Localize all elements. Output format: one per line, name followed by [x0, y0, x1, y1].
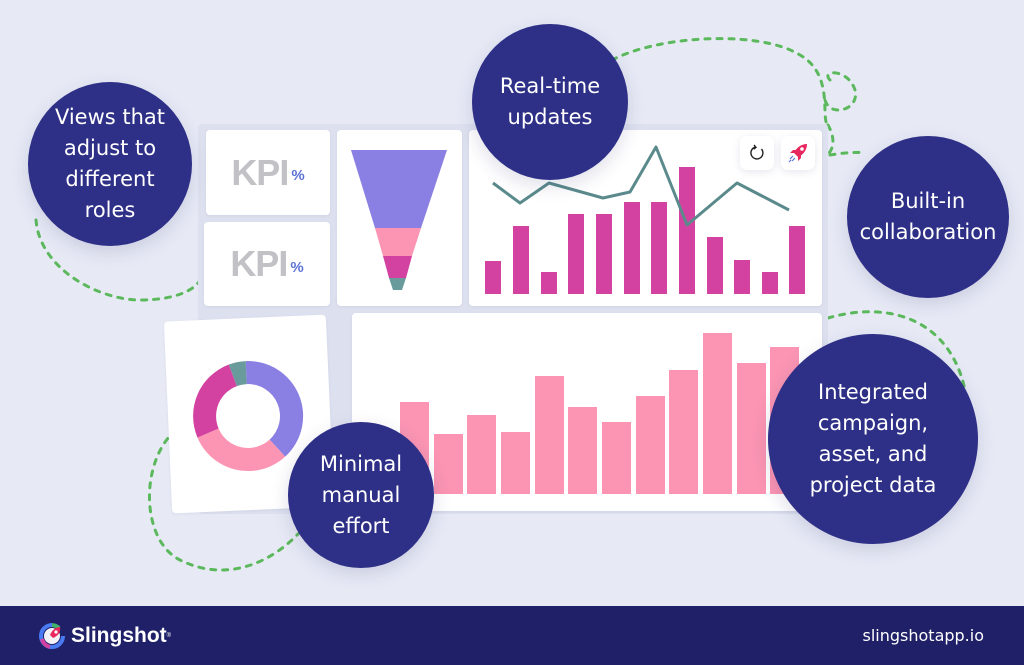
bubble-built-in-collaboration: Built-in collaboration — [847, 136, 1009, 298]
rocket-icon — [788, 144, 807, 163]
bubble-text-line: asset, and — [818, 442, 928, 466]
bubble-text-line: Minimal — [319, 451, 403, 476]
kpi-percent-icon: % — [290, 258, 304, 276]
bubble-text-line: Views that — [54, 105, 166, 129]
bar-chart-card[interactable] — [352, 313, 822, 511]
bubble-minimal-manual-effort: Minimal manual effort — [288, 422, 434, 568]
website-link[interactable]: slingshotapp.io — [862, 626, 985, 645]
funnel-chart — [351, 150, 447, 290]
bubble-text-line: Built-in — [890, 189, 966, 213]
bubble-integrated-data: Integrated campaign, asset, and project … — [768, 334, 978, 544]
bubble-real-time-updates: Real-time updates — [472, 24, 628, 180]
bubble-text-line: updates — [507, 105, 593, 129]
brand-logo[interactable]: Slingshot ® — [38, 622, 171, 650]
donut-chart-card[interactable] — [163, 314, 335, 514]
bubble-text-line: campaign, — [817, 411, 929, 435]
kpi-label: KPI — [230, 243, 288, 284]
rocket-button[interactable] — [781, 136, 815, 170]
kpi-label: KPI — [231, 151, 289, 193]
bubble-text-line: adjust to — [63, 136, 157, 160]
bubble-text-line: manual — [321, 482, 401, 507]
brand-name: Slingshot — [71, 623, 167, 647]
footer-bar: Slingshot ® slingshotapp.io — [0, 606, 1024, 665]
kpi-card-2[interactable]: KPI % — [204, 222, 330, 306]
bubble-views-adjust-roles: Views that adjust to different roles — [28, 82, 192, 246]
combo-bar-line-chart — [485, 145, 805, 294]
bubble-text-line: roles — [84, 198, 136, 222]
bubble-text-line: project data — [809, 473, 937, 497]
kpi-card-1[interactable]: KPI % — [206, 130, 330, 215]
refresh-button[interactable] — [740, 136, 774, 170]
bubble-text-line: different — [65, 167, 155, 191]
bubble-text-line: effort — [332, 513, 390, 538]
slingshot-logo-icon — [39, 622, 65, 649]
bubble-text-line: Real-time — [499, 74, 601, 98]
funnel-chart-card[interactable] — [337, 130, 462, 306]
donut-chart — [193, 361, 304, 471]
refresh-icon — [750, 144, 764, 160]
bubble-text-line: collaboration — [859, 220, 997, 244]
kpi-percent-icon: % — [291, 167, 305, 184]
infographic-canvas: KPI % KPI % — [28, 24, 1009, 572]
combo-chart-card[interactable] — [469, 130, 822, 306]
bubble-text-line: Integrated — [818, 380, 928, 404]
trademark-mark: ® — [166, 632, 172, 639]
